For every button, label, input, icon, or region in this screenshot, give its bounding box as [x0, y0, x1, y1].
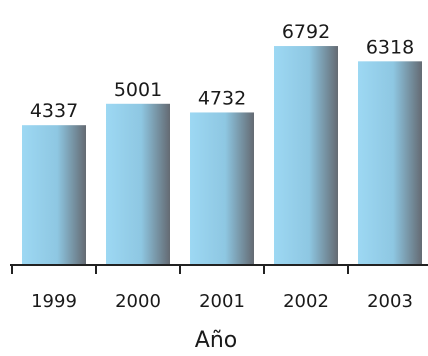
bar-2000	[106, 103, 170, 265]
value-label-2003: 6318	[366, 36, 414, 58]
x-tick-label-2003: 2003	[367, 291, 413, 312]
bars	[22, 46, 422, 266]
bar-2003	[358, 61, 422, 265]
value-label-2000: 5001	[114, 79, 162, 101]
bar-1999	[22, 125, 86, 265]
x-tick-label-2000: 2000	[115, 291, 161, 312]
value-label-1999: 4337	[30, 100, 78, 122]
x-tick-label-1999: 1999	[31, 291, 77, 312]
x-axis	[10, 264, 428, 274]
value-label-2002: 6792	[282, 21, 330, 43]
bar-2002	[274, 46, 338, 266]
x-axis-title: Año	[195, 328, 237, 353]
value-label-2001: 4732	[198, 87, 246, 109]
value-labels: 4337 5001 4732 6792 6318	[30, 21, 414, 122]
x-tick-label-2001: 2001	[199, 291, 245, 312]
bar-2001	[190, 112, 254, 265]
x-tick-label-2002: 2002	[283, 291, 329, 312]
x-tick-labels: 1999 2000 2001 2002 2003	[31, 291, 413, 312]
